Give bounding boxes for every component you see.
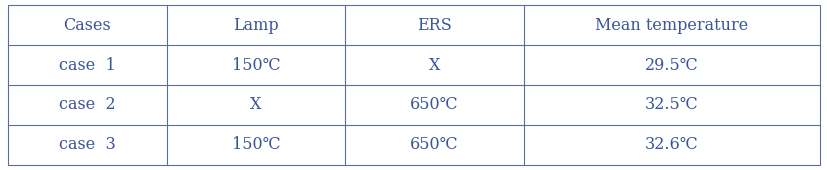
Text: ERS: ERS — [417, 16, 451, 33]
Text: 650℃: 650℃ — [409, 96, 458, 114]
Text: case  3: case 3 — [59, 136, 116, 153]
Text: 650℃: 650℃ — [409, 136, 458, 153]
Text: Cases: Cases — [64, 16, 111, 33]
Text: 150℃: 150℃ — [232, 56, 280, 73]
Text: Mean temperature: Mean temperature — [595, 16, 748, 33]
Text: case  1: case 1 — [59, 56, 116, 73]
Text: case  2: case 2 — [59, 96, 116, 114]
Text: Lamp: Lamp — [232, 16, 278, 33]
Text: X: X — [250, 96, 261, 114]
Text: 150℃: 150℃ — [232, 136, 280, 153]
Text: 29.5℃: 29.5℃ — [644, 56, 698, 73]
Text: 32.6℃: 32.6℃ — [644, 136, 698, 153]
Text: X: X — [428, 56, 439, 73]
Text: 32.5℃: 32.5℃ — [644, 96, 698, 114]
